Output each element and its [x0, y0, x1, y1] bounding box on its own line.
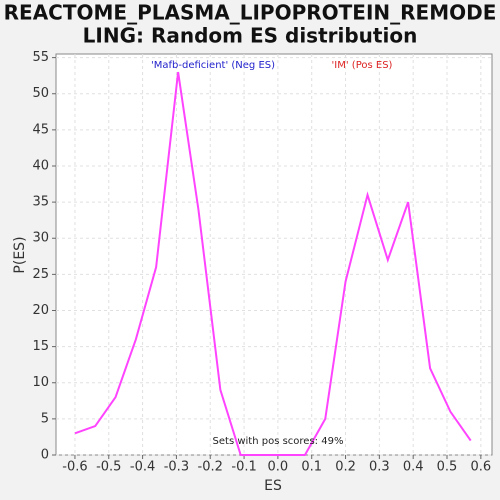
y-tick-label: 50: [32, 86, 49, 101]
annotation: 'IM' (Pos ES): [332, 60, 393, 71]
y-tick-label: 35: [32, 195, 49, 210]
x-tick-label: -0.6: [62, 460, 87, 475]
y-tick-label: 0: [41, 448, 49, 463]
x-axis-label: ES: [264, 478, 282, 494]
y-tick-label: 25: [32, 267, 49, 282]
x-tick-label: -0.4: [130, 460, 155, 475]
x-tick-label: 0.6: [470, 460, 491, 475]
y-tick-label: 30: [32, 231, 49, 246]
x-tick-label: 0.5: [437, 460, 458, 475]
x-tick-label: -0.5: [96, 460, 121, 475]
annotation: Sets with pos scores: 49%: [213, 436, 344, 447]
chart-title: REACTOME_PLASMA_LIPOPROTEIN_REMODE: [4, 1, 497, 25]
chart-title: LING: Random ES distribution: [83, 24, 418, 48]
y-tick-label: 10: [32, 375, 49, 390]
y-tick-label: 45: [32, 122, 49, 137]
y-axis-label: P(ES): [12, 236, 28, 273]
y-tick-label: 20: [32, 303, 49, 318]
y-tick-label: 40: [32, 158, 49, 173]
y-tick-label: 15: [32, 339, 49, 354]
x-tick-label: 0.1: [301, 460, 322, 475]
y-tick-label: 55: [32, 50, 49, 65]
plot-area: [55, 53, 493, 456]
x-tick-label: 0.0: [268, 460, 289, 475]
x-tick-label: 0.3: [369, 460, 390, 475]
line-series: [74, 71, 472, 456]
x-tick-label: -0.3: [164, 460, 189, 475]
x-tick-label: 0.2: [335, 460, 356, 475]
y-tick-label: 5: [41, 411, 49, 426]
x-tick-label: -0.1: [231, 460, 256, 475]
x-tick-label: -0.2: [198, 460, 223, 475]
x-tick-label: 0.4: [403, 460, 424, 475]
annotation: 'Mafb-deficient' (Neg ES): [151, 60, 275, 71]
